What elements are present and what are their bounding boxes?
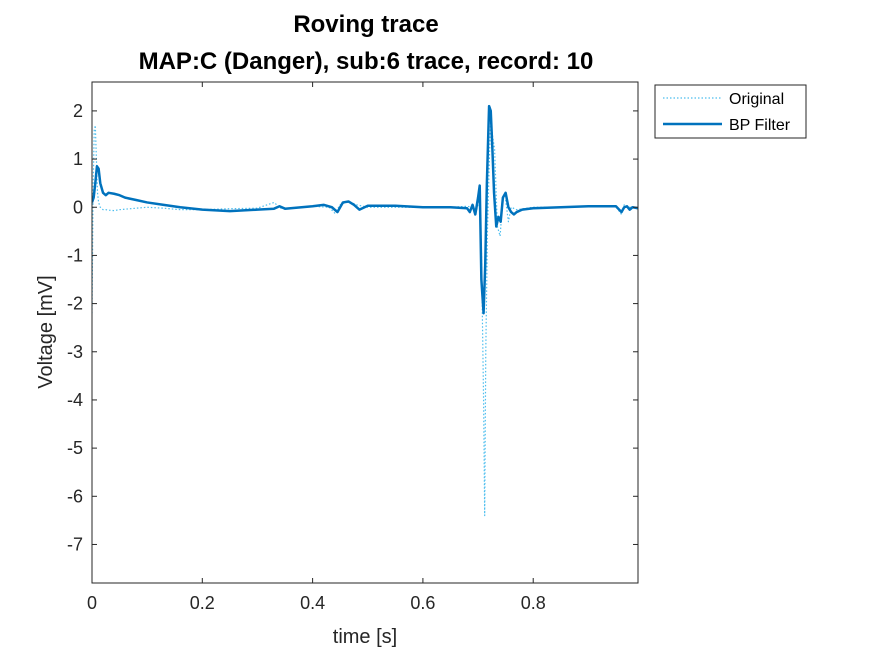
- y-tick-label: -3: [67, 342, 83, 362]
- series-layer: [92, 104, 638, 517]
- series-line-original: [92, 115, 638, 517]
- chart-title-line-1: Roving trace: [293, 11, 438, 38]
- x-tick-label: 0.2: [190, 593, 215, 613]
- chart-title-line-2: MAP:C (Danger), sub:6 trace, record: 10: [139, 48, 594, 75]
- y-tick-label: -2: [67, 294, 83, 314]
- y-tick-label: -5: [67, 438, 83, 458]
- x-tick-label: 0.4: [300, 593, 325, 613]
- axes-box: [91, 81, 639, 584]
- series-line-bp-filter: [92, 104, 638, 315]
- y-tick-label: -7: [67, 534, 83, 554]
- ticks-layer: 0 0.2 0.4 0.6 0.8 2 1 0 -1 -2 -3 -4 -5 -6 -7: [67, 82, 638, 613]
- y-tick-label: 0: [73, 197, 83, 217]
- y-tick-label: -1: [67, 245, 83, 265]
- legend-label-bp-filter: BP Filter: [729, 117, 791, 134]
- legend: Original BP Filter: [654, 84, 807, 139]
- y-axis-label: Voltage [mV]: [35, 275, 57, 388]
- x-tick-label: 0.8: [521, 593, 546, 613]
- plot-area: [92, 82, 638, 583]
- x-axis-label: time [s]: [333, 626, 397, 648]
- legend-label-original: Original: [729, 91, 784, 108]
- legend-box: [654, 84, 807, 139]
- y-tick-label: -4: [67, 390, 83, 410]
- x-tick-label: 0.6: [410, 593, 435, 613]
- y-tick-label: 2: [73, 101, 83, 121]
- y-tick-label: -6: [67, 486, 83, 506]
- x-tick-label: 0: [87, 593, 97, 613]
- y-tick-label: 1: [73, 149, 83, 169]
